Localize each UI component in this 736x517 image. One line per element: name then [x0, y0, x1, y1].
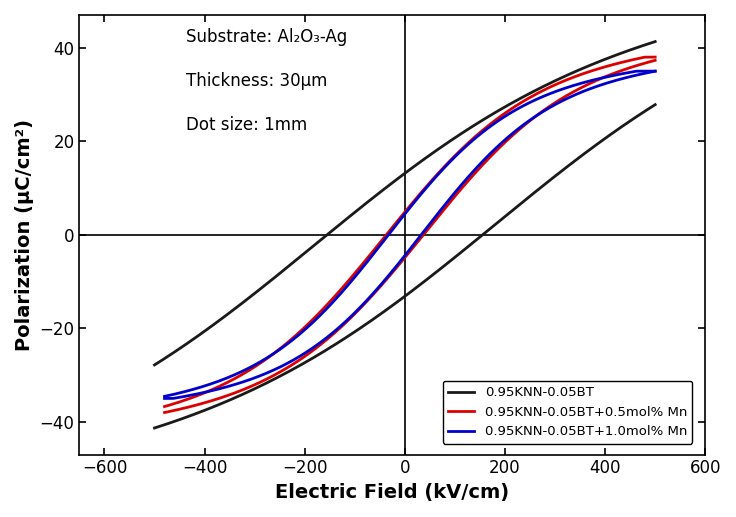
Y-axis label: Polarization (μC/cm²): Polarization (μC/cm²)	[15, 119, 34, 351]
X-axis label: Electric Field (kV/cm): Electric Field (kV/cm)	[275, 483, 509, 502]
Legend: 0.95KNN-0.05BT, 0.95KNN-0.05BT+0.5mol% Mn, 0.95KNN-0.05BT+1.0mol% Mn: 0.95KNN-0.05BT, 0.95KNN-0.05BT+0.5mol% M…	[442, 381, 693, 444]
Text: Substrate: Al₂O₃-Ag: Substrate: Al₂O₃-Ag	[185, 28, 347, 46]
Text: Thickness: 30μm: Thickness: 30μm	[185, 72, 328, 90]
Text: Dot size: 1mm: Dot size: 1mm	[185, 116, 307, 134]
